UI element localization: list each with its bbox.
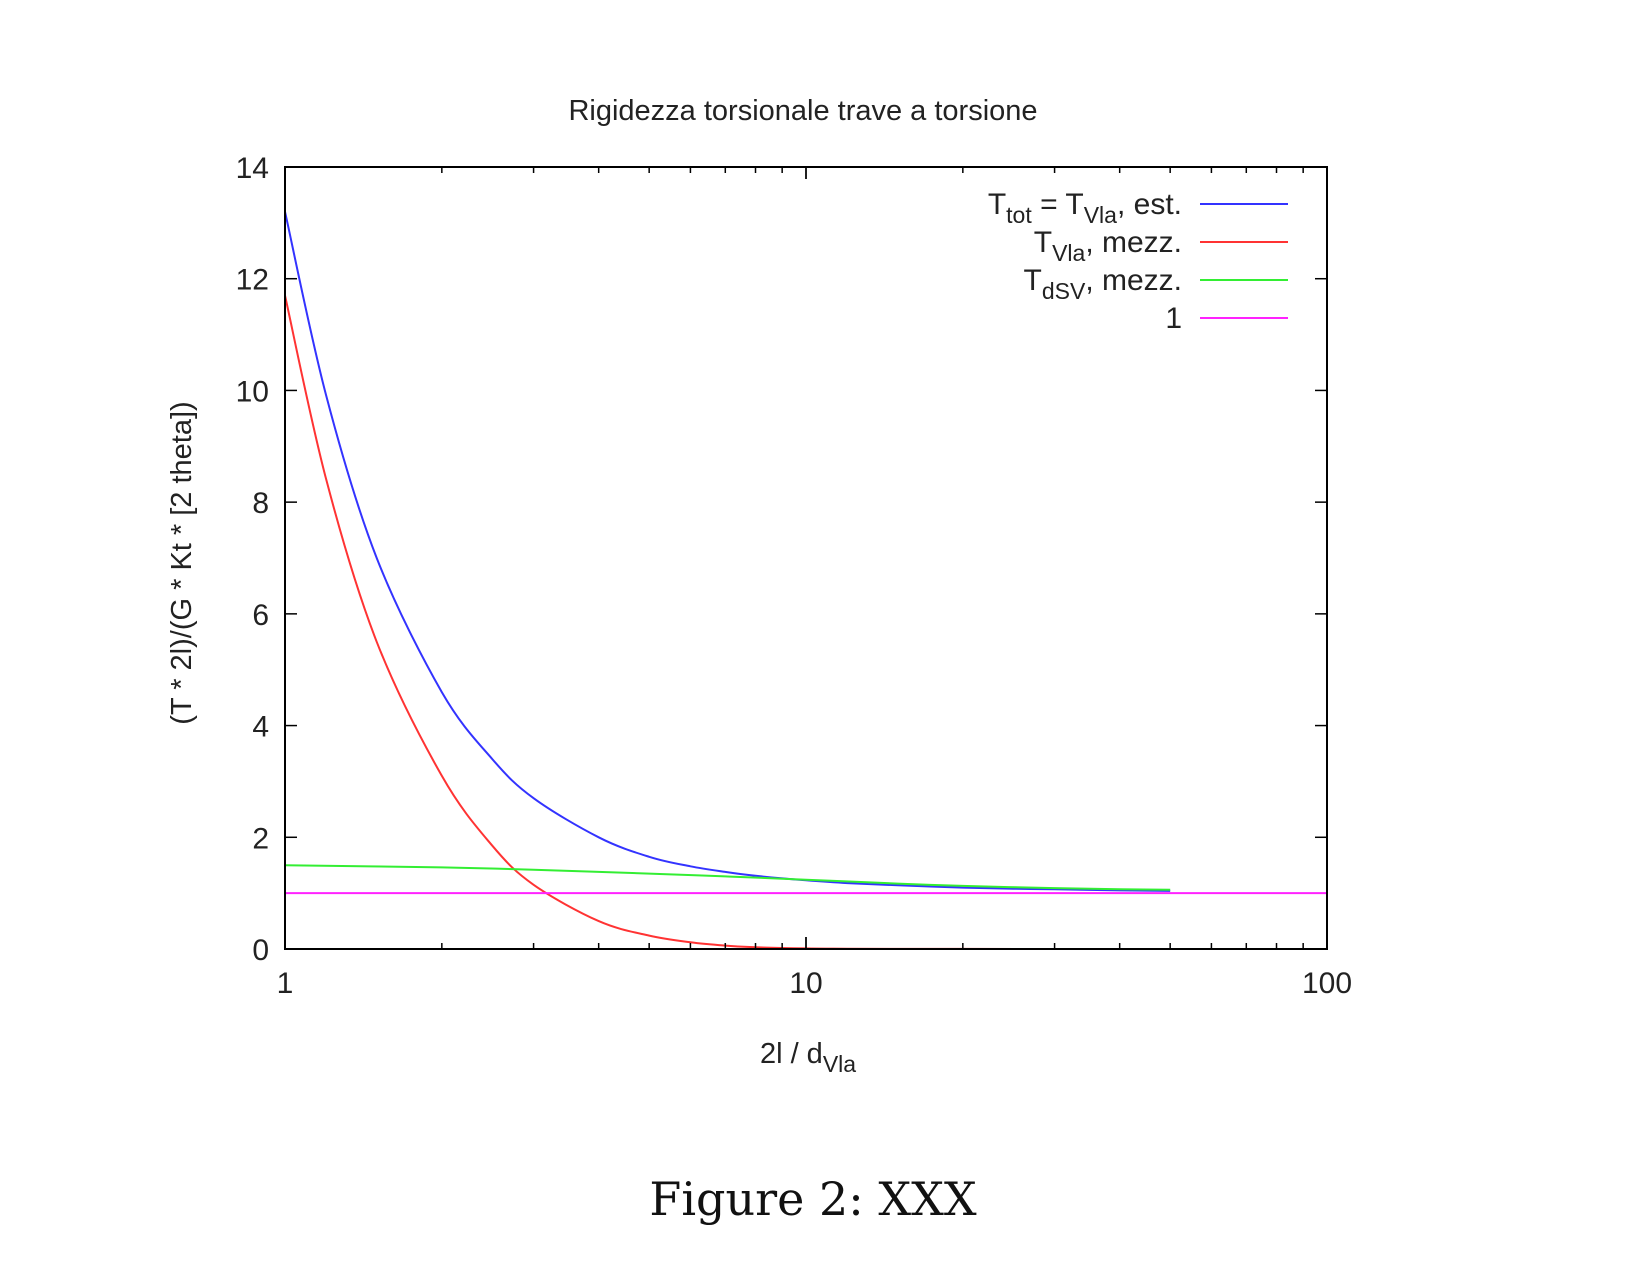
y-tick-label: 4 <box>252 711 269 744</box>
chart-title: Rigidezza torsionale trave a torsione <box>568 95 1037 127</box>
y-tick-label: 8 <box>252 487 269 520</box>
x-axis-title-main: 2l / d <box>760 1038 823 1070</box>
legend-label-rest: , est. <box>1117 188 1182 221</box>
x-axis-title: 2l / dVla <box>760 1038 856 1077</box>
y-tick-label: 2 <box>252 822 269 855</box>
y-tick-label: 12 <box>236 264 269 297</box>
legend-label-main: 1 <box>1165 302 1182 335</box>
legend-label-sub: dSV <box>1042 278 1086 304</box>
x-tick-label: 1 <box>277 967 294 1000</box>
legend-label-main: T <box>1034 226 1052 259</box>
y-tick-label: 10 <box>236 375 269 408</box>
y-tick-labels: 0 2 4 6 8 10 12 14 <box>236 152 269 967</box>
legend-label: TVla, mezz. <box>1034 226 1182 266</box>
legend-label-main: T <box>1024 264 1042 297</box>
x-tick-labels: 1 10 100 <box>277 967 1352 1000</box>
y-axis-title: (T * 2l)/(G * Kt * [2 theta]) <box>166 401 198 724</box>
series-line-1 <box>284 211 1171 892</box>
y-tick-label: 0 <box>252 934 269 967</box>
x-tick-label: 100 <box>1302 967 1352 1000</box>
legend-label-main: T <box>988 188 1006 221</box>
legend-label: Ttot = TVla, est. <box>988 188 1182 228</box>
legend-label-rest: = T <box>1032 188 1084 221</box>
x-axis-title-sub: Vla <box>823 1051 856 1077</box>
legend-label: TdSV, mezz. <box>1024 264 1183 304</box>
legend-item-3: TdSV, mezz. <box>1024 264 1288 304</box>
legend-label-rest: , mezz. <box>1085 264 1182 297</box>
legend-label-sub: Vla <box>1084 202 1117 228</box>
legend-label: 1 <box>1165 302 1182 335</box>
legend-label-rest: , mezz. <box>1085 226 1182 259</box>
legend-item-1: Ttot = TVla, est. <box>988 188 1288 228</box>
series-line-2 <box>284 295 1179 951</box>
legend-label-sub: Vla <box>1052 240 1085 266</box>
legend-item-4: 1 <box>1165 302 1288 335</box>
y-tick-label: 6 <box>252 599 269 632</box>
legend-label-sub: tot <box>1006 202 1032 228</box>
series-line-3 <box>284 864 1171 891</box>
y-tick-label: 14 <box>236 152 269 185</box>
axis-ticks <box>284 166 1328 950</box>
legend: Ttot = TVla, est.TVla, mezz.TdSV, mezz.1 <box>988 188 1288 335</box>
figure-caption: Figure 2: XXX <box>649 1172 977 1226</box>
legend-item-2: TVla, mezz. <box>1034 226 1288 266</box>
x-tick-label: 10 <box>789 967 822 1000</box>
